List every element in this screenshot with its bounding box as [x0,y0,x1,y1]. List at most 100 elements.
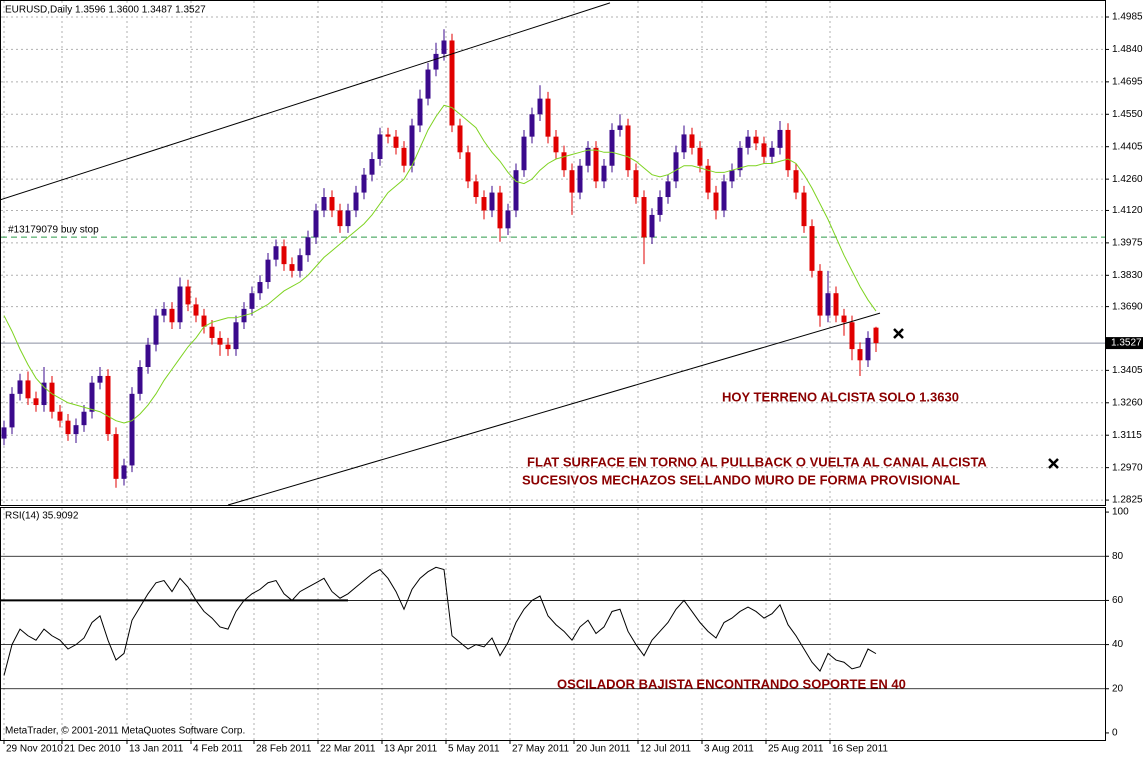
candle-body [65,420,71,435]
candle-body [817,270,823,316]
x-tick-label: 13 Apr 2011 [384,744,438,755]
x-tick-label: 12 Jul 2011 [640,744,691,755]
candle-body [73,425,79,435]
candle-body [753,136,759,144]
candle-body [617,125,623,130]
candle-body [601,165,607,182]
y-tick-label: 1.2970 [1112,462,1143,473]
candle-body [161,308,167,316]
candle-body [57,411,63,421]
y-tick-label: 1.3830 [1112,270,1143,281]
annotation: HOY TERRENO ALCISTA SOLO 1.3630 [722,389,959,404]
candle-body [609,129,615,166]
annotation: SUCESIVOS MECHAZOS SELLANDO MURO DE FORM… [522,472,960,487]
candle-body [497,192,503,229]
candle-body [513,170,519,211]
candle-body [833,293,839,316]
candle-body [273,246,279,260]
annotation: FLAT SURFACE EN TORNO AL PULLBACK O VUEL… [527,454,987,469]
x-tick-label: 25 Aug 2011 [768,744,824,755]
candle-body [297,255,303,271]
candle-body [793,170,799,193]
candle-body [825,293,831,316]
candle-body [225,344,231,350]
candle-body [417,98,423,126]
candle-body [233,322,239,350]
y-tick-label: 20 [1112,683,1124,694]
candle-body [489,192,495,211]
candle-body [121,465,127,479]
candle-body [41,382,47,406]
candle-body [785,129,791,171]
x-tick-label: 28 Feb 2011 [256,744,312,755]
candle-body [433,53,439,70]
candle-body [849,322,855,350]
candle-body [841,315,847,323]
candle-body [457,125,463,153]
candle-body [521,136,527,171]
candle-body [681,134,687,153]
candle-body [529,114,535,137]
x-tick-label: 20 Jun 2011 [576,744,631,755]
candle-body [89,382,95,412]
candle-body [465,152,471,182]
candle-body [713,192,719,211]
candle-body [185,286,191,305]
candle-body [585,147,591,166]
candle-body [137,367,143,394]
candle-body [641,197,647,238]
annotation: OSCILADOR BAJISTA ENCONTRANDO SOPORTE EN… [557,676,906,691]
order-label: #13179079 buy stop [8,225,99,236]
candle-body [329,197,335,211]
candle-body [321,197,327,211]
candle-body [873,327,879,344]
candle-body [113,434,119,479]
candle-body [337,210,343,227]
candle-body [473,181,479,198]
candle-body [265,259,271,283]
candle-body [369,159,375,175]
rsi-title: RSI(14) 35.9092 [5,511,79,522]
candle-body [257,282,263,294]
candle-body [593,147,599,182]
candle-body [177,286,183,323]
candle-body [209,326,215,338]
candle-body [345,210,351,227]
candle-body [97,375,103,383]
y-tick-label: 1.3405 [1112,365,1143,376]
candle-body [145,344,151,368]
y-tick-label: 1.3690 [1112,301,1143,312]
candle-body [633,170,639,198]
candle-body [313,210,319,238]
candle-body [393,136,399,148]
y-tick-label: 1.4695 [1112,76,1143,87]
y-tick-label: 1.4260 [1112,174,1143,185]
candle-body [153,315,159,345]
candle-body [857,349,863,361]
candle-body [305,237,311,256]
y-tick-label: 1.3260 [1112,397,1143,408]
x-tick-label: 27 May 2011 [512,744,570,755]
candle-body [865,337,871,361]
candle-body [33,398,39,406]
candle-body [169,308,175,323]
price-pane [0,0,1106,506]
candle-body [49,382,55,412]
candle-body [1,427,7,439]
y-tick-label: 1.2825 [1112,495,1143,506]
candle-body [9,393,15,428]
candle-body [577,165,583,193]
x-tick-label: 4 Feb 2011 [193,744,243,755]
candle-body [801,192,807,227]
candle-body [737,147,743,171]
footer: MetaTrader, © 2001-2011 MetaQuotes Softw… [5,726,245,737]
cross-marker [893,328,904,339]
candle-body [193,304,199,316]
trend-line [0,2,611,201]
candle-body [657,197,663,215]
candle-body [17,380,23,394]
rsi-pane [0,507,1106,741]
